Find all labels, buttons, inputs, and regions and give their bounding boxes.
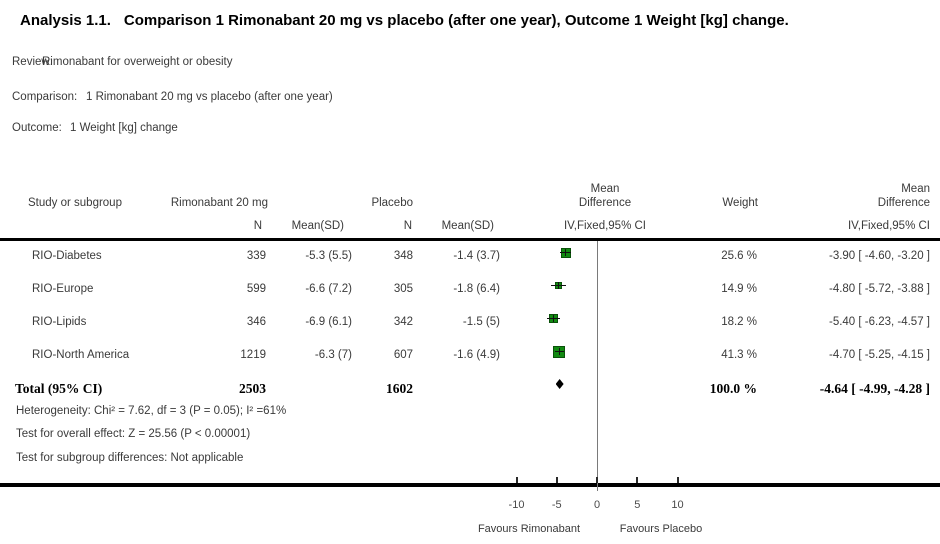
analysis-title: Comparison 1 Rimonabant 20 mg vs placebo… — [123, 12, 789, 29]
col-header-meansd2: Mean(SD) — [441, 220, 494, 232]
group1-n: 339 — [246, 250, 266, 262]
study-row: RIO-North America 1219 -6.3 (7) 607 -1.6 (4.… — [0, 339, 940, 372]
axis-tick — [515, 477, 518, 483]
group1-mean-sd: -6.3 (7) — [314, 349, 352, 361]
study-row: RIO-Lipids 346 -6.9 (6.1) 342 -1.5 (5) 18.2 %… — [0, 306, 940, 339]
col-header-weight: Weight — [722, 197, 758, 209]
axis-tick — [596, 477, 598, 483]
overall-effect-note: Test for overall effect: Z = 25.56 (P < … — [16, 428, 251, 440]
axis-tick-label: 5 — [634, 499, 641, 511]
group2-n: 305 — [393, 283, 413, 295]
group1-n: 346 — [246, 316, 266, 328]
total-diamond-marker — [555, 379, 564, 389]
page-title: Analysis 1.1. Comparison 1 Rimonabant 20 … — [20, 12, 789, 29]
col-header-n1: N — [253, 220, 262, 232]
study-name: RIO-Diabetes — [32, 250, 102, 262]
study-ci-text: -3.90 [ -4.60, -3.20 ] — [828, 250, 930, 262]
total-label: Total (95% CI) — [15, 381, 103, 396]
analysis-number: Analysis 1.1. — [20, 12, 111, 29]
favours-left-label: Favours Rimonabant — [477, 523, 581, 535]
study-name: RIO-North America — [32, 349, 130, 361]
col-header-mean-difference-plot: Mean Difference — [578, 183, 632, 209]
axis-tick-label: 0 — [593, 499, 601, 511]
point-estimate-tick — [565, 249, 567, 256]
axis-tick-label: 10 — [671, 499, 684, 511]
study-weight: 41.3 % — [721, 349, 757, 361]
group2-mean-sd: -1.5 (5) — [462, 316, 500, 328]
header-rule — [0, 238, 940, 241]
group2-n: 348 — [393, 250, 413, 262]
heterogeneity-note: Heterogeneity: Chi² = 7.62, df = 3 (P = … — [16, 405, 287, 417]
study-weight: 25.6 % — [721, 250, 757, 262]
point-estimate-tick — [558, 348, 560, 355]
axis-rule — [0, 483, 940, 487]
group2-mean-sd: -1.8 (6.4) — [453, 283, 500, 295]
point-estimate-tick — [557, 282, 559, 289]
study-weight: 14.9 % — [721, 283, 757, 295]
group1-mean-sd: -6.6 (7.2) — [305, 283, 352, 295]
axis-tick — [555, 477, 558, 483]
study-ci-text: -4.80 [ -5.72, -3.88 ] — [828, 283, 930, 295]
study-name: RIO-Lipids — [32, 316, 87, 328]
outcome-value: 1 Weight [kg] change — [70, 122, 178, 134]
axis-tick — [676, 477, 679, 483]
axis-tick-label: -5 — [551, 499, 562, 511]
review-value: Rimonabant for overweight or obesity — [42, 56, 233, 68]
total-weight: 100.0 % — [709, 381, 757, 396]
total-ci-text: -4.64 [ -4.99, -4.28 ] — [819, 381, 930, 396]
comparison-label: Comparison: — [12, 91, 78, 103]
total-n-group2: 1602 — [386, 381, 413, 396]
group1-mean-sd: -6.9 (6.1) — [305, 316, 352, 328]
study-ci-text: -4.70 [ -5.25, -4.15 ] — [828, 349, 930, 361]
col-header-meansd1: Mean(SD) — [291, 220, 344, 232]
col-header-group1: Rimonabant 20 mg — [170, 197, 268, 209]
total-n-group1: 2503 — [239, 381, 266, 396]
favours-right-label: Favours Placebo — [619, 523, 703, 535]
group2-mean-sd: -1.4 (3.7) — [453, 250, 500, 262]
subgroup-note: Test for subgroup differences: Not appli… — [16, 452, 244, 464]
study-name: RIO-Europe — [32, 283, 94, 295]
study-weight: 18.2 % — [721, 316, 757, 328]
group1-mean-sd: -5.3 (5.5) — [305, 250, 352, 262]
axis-tick — [636, 477, 639, 483]
col-header-ci-method-plot: IV,Fixed,95% CI — [563, 220, 647, 232]
group2-n: 607 — [393, 349, 413, 361]
review-label: Review: — [12, 56, 53, 68]
axis-tick-label: -10 — [508, 499, 525, 511]
study-row: RIO-Europe 599 -6.6 (7.2) 305 -1.8 (6.4) 14.9… — [0, 273, 940, 306]
group1-n: 1219 — [240, 349, 266, 361]
comparison-value: 1 Rimonabant 20 mg vs placebo (after one… — [86, 91, 333, 103]
point-estimate-tick — [553, 315, 555, 322]
col-header-ci-method-text: IV,Fixed,95% CI — [847, 220, 930, 232]
study-ci-text: -5.40 [ -6.23, -4.57 ] — [828, 316, 930, 328]
group2-mean-sd: -1.6 (4.9) — [453, 349, 500, 361]
col-header-n2: N — [403, 220, 412, 232]
zero-reference-line — [597, 241, 598, 491]
col-header-mean-difference-text: Mean Difference — [877, 183, 930, 209]
col-header-group2: Placebo — [371, 197, 413, 209]
outcome-label: Outcome: — [12, 122, 62, 134]
group1-n: 599 — [246, 283, 266, 295]
total-row: Total (95% CI) 2503 1602 100.0 % -4.64 [… — [0, 372, 940, 405]
group2-n: 342 — [393, 316, 413, 328]
study-row: RIO-Diabetes 339 -5.3 (5.5) 348 -1.4 (3.7) 25… — [0, 240, 940, 273]
col-header-study: Study or subgroup — [28, 197, 122, 209]
